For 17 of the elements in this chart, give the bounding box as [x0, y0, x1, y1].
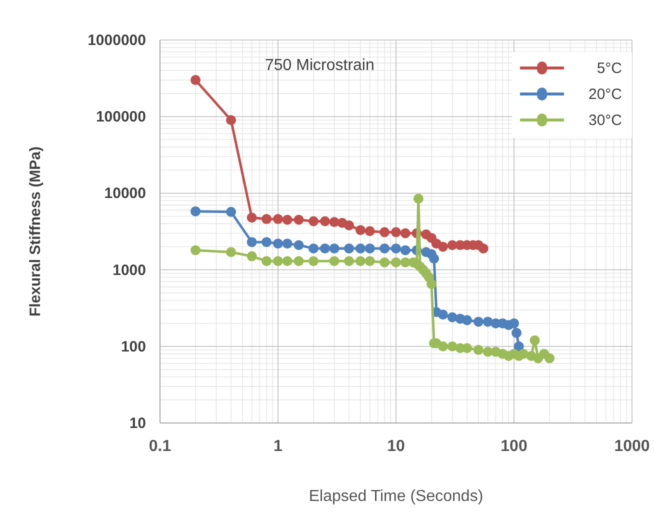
legend-label: 5°C — [596, 60, 622, 77]
y-tick-label: 100 — [120, 338, 146, 356]
y-tick-label: 10 — [129, 415, 146, 432]
x-axis-title: Elapsed Time (Seconds) — [308, 488, 484, 505]
legend-label: 30°C — [588, 112, 622, 129]
annotation: 750 Microstrain — [265, 57, 374, 74]
y-tick-label: 1000000 — [88, 32, 146, 49]
legend-label: 20°C — [588, 86, 622, 103]
x-tick-label: 10 — [387, 438, 405, 455]
y-tick-label: 100000 — [96, 108, 146, 126]
x-tick-label: 0.1 — [148, 438, 172, 455]
x-tick-label: 100 — [500, 438, 528, 455]
y-tick-label: 10000 — [104, 185, 146, 202]
x-tick-label: 1000 — [614, 438, 650, 455]
x-tick-label: 1 — [274, 438, 283, 455]
y-axis-title: Flexural Stiffness (MPa) — [27, 146, 44, 317]
y-tick-label: 1000 — [112, 262, 146, 279]
